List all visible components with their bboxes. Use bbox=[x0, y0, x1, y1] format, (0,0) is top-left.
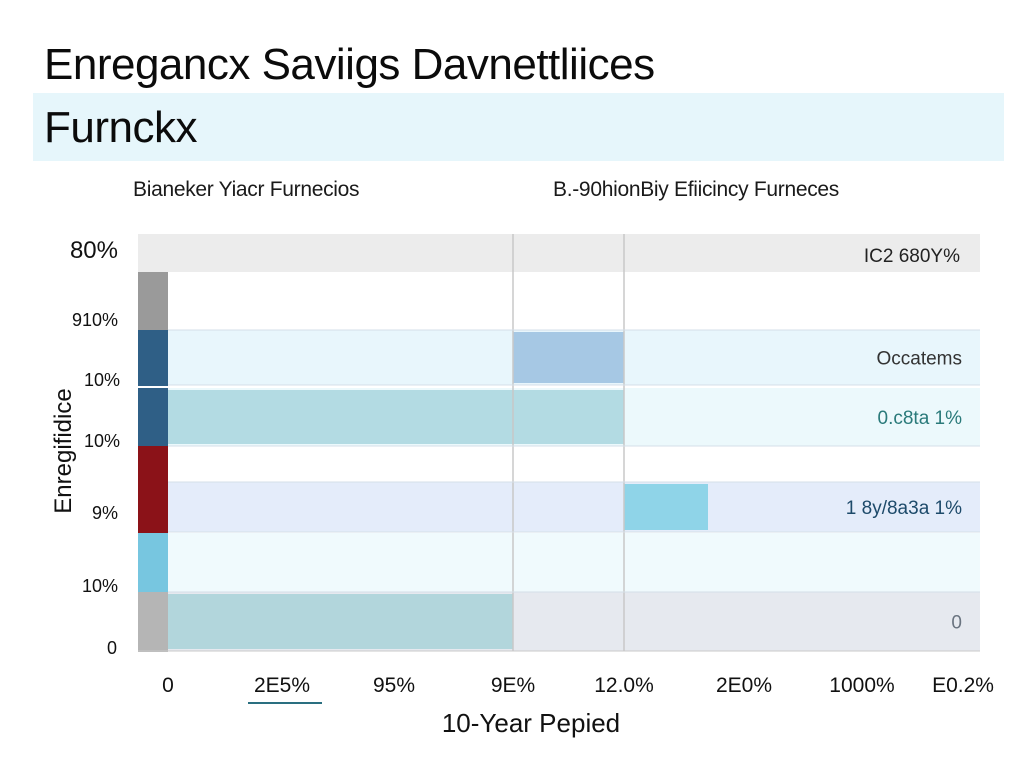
bar bbox=[513, 332, 624, 383]
bar-value-label: Occatems bbox=[876, 349, 962, 370]
x-tick-label: 2E5% bbox=[254, 674, 310, 697]
y-tick-label: 80% bbox=[70, 237, 118, 264]
y-tick-label: 10% bbox=[82, 576, 118, 596]
stripe-segment-gap bbox=[138, 446, 168, 482]
row-stripe bbox=[138, 330, 168, 386]
row-stripe bbox=[138, 592, 168, 652]
chart-title-line2: Furnckx bbox=[44, 103, 197, 152]
y-axis-label: Enregifidice bbox=[50, 388, 77, 514]
row-stripe bbox=[138, 482, 168, 533]
x-axis-label: 10-Year Pepied bbox=[441, 708, 621, 738]
chart-title-line1: Enregancx Saviigs Davnettliices bbox=[44, 40, 655, 89]
y-tick-label: 10% bbox=[84, 431, 120, 451]
x-tick-label: 0 bbox=[162, 674, 174, 697]
y-tick-label: 10% bbox=[84, 370, 120, 390]
bar bbox=[168, 594, 513, 649]
row-band bbox=[168, 533, 980, 592]
header-row-band bbox=[138, 234, 980, 272]
x-tick-label: 2E0% bbox=[716, 674, 772, 697]
bar bbox=[624, 484, 708, 530]
bar-value-label: 0.c8ta 1% bbox=[878, 408, 963, 429]
y-tick-label: 9% bbox=[92, 503, 118, 523]
bar-value-label: 1 8y/8a3a 1% bbox=[846, 498, 962, 519]
column-header-left: Bianeker Yiacr Furnecios bbox=[133, 178, 360, 201]
title-band bbox=[33, 93, 1004, 161]
x-tick-label: 1000% bbox=[829, 674, 894, 697]
bar bbox=[168, 390, 624, 444]
x-tick-label: 95% bbox=[373, 674, 415, 697]
bar-value-label: 0 bbox=[951, 613, 962, 634]
column-header-right: B.-90hionBiy Efiicincy Furneces bbox=[553, 178, 839, 201]
row-stripe bbox=[138, 388, 168, 447]
x-tick-label: 12.0% bbox=[594, 674, 654, 697]
row-stripe bbox=[138, 533, 168, 593]
header-value-label: IC2 680Y% bbox=[864, 246, 960, 267]
x-tick-label: E0.2% bbox=[932, 674, 994, 697]
y-tick-label: 910% bbox=[72, 310, 118, 330]
row-band bbox=[168, 482, 980, 532]
y-tick-label: 0 bbox=[107, 638, 117, 658]
x-tick-label: 9E% bbox=[491, 674, 535, 697]
stripe-segment-top bbox=[138, 272, 168, 330]
